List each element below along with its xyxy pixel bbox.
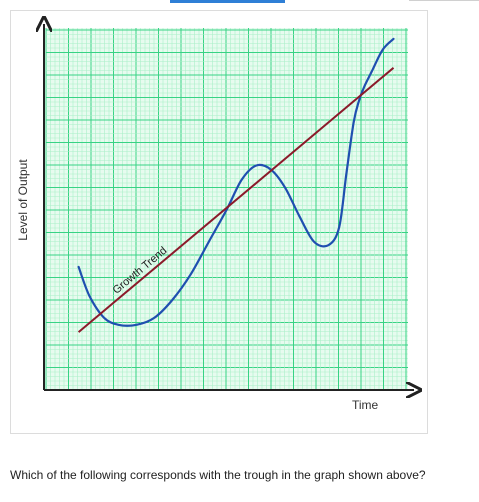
growth-trend-line xyxy=(77,67,395,333)
top-divider xyxy=(409,0,479,1)
x-axis-label: Time xyxy=(352,398,379,412)
question-text: Which of the following corresponds with … xyxy=(10,468,426,482)
axes xyxy=(44,24,414,390)
active-tab-indicator xyxy=(170,0,285,3)
business-cycle-chart: Growth Trend xyxy=(0,0,479,440)
business-cycle-curve xyxy=(77,37,395,327)
